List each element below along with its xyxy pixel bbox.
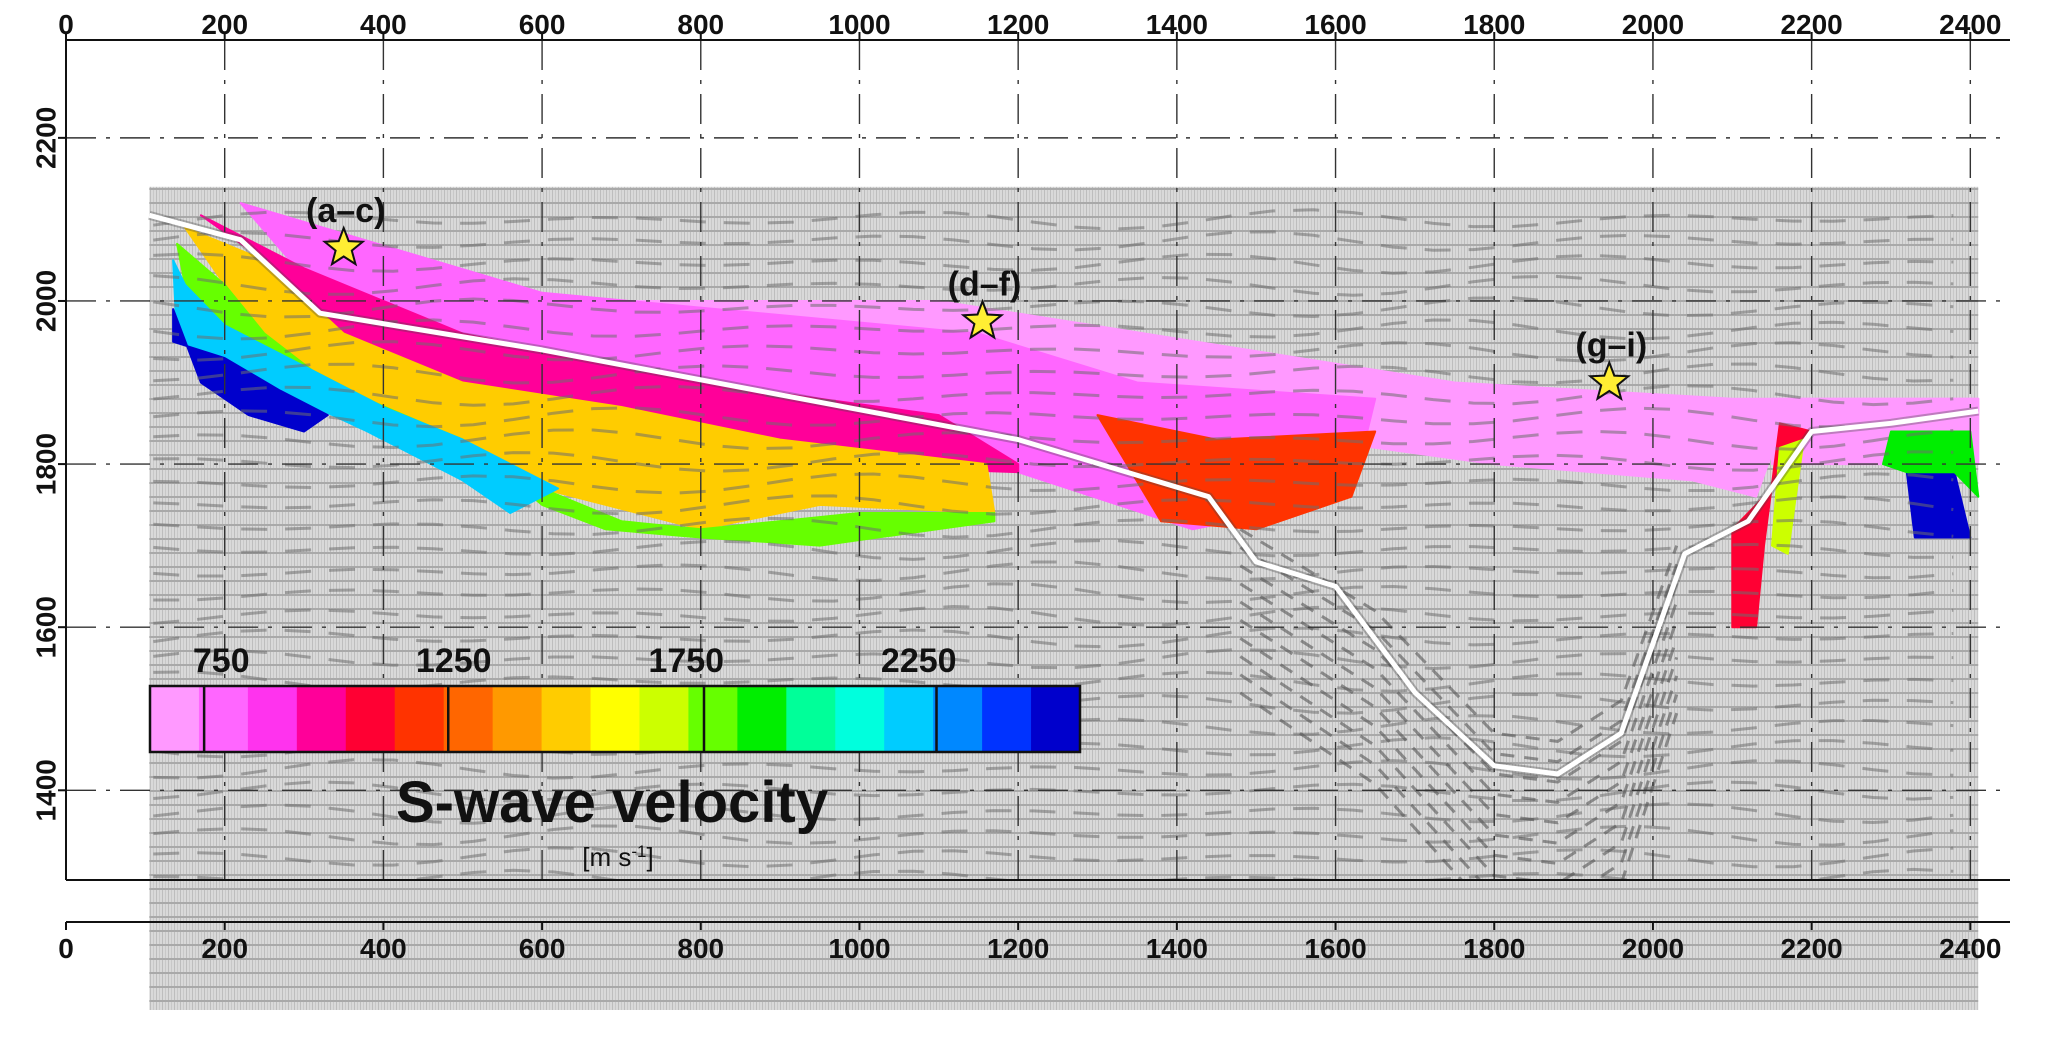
x-top-tick-label: 1400 bbox=[1146, 9, 1208, 40]
x-bottom-tick-label: 400 bbox=[360, 933, 407, 964]
site-star-icon bbox=[960, 298, 1005, 340]
reflector-line bbox=[153, 560, 1954, 583]
basin-reflector-line bbox=[1239, 528, 1679, 743]
colorbar-swatch bbox=[884, 686, 934, 752]
colorbar-swatch bbox=[394, 686, 445, 752]
axes: 0 0 200 200 400 400 600 600 800 800 1000 1000 1200 12… bbox=[30, 9, 2010, 964]
x-bottom-tick-label: 2200 bbox=[1780, 933, 1842, 964]
y-tick-label: 2200 bbox=[30, 107, 61, 169]
surface-line bbox=[148, 210, 1979, 779]
x-top-tick-label: 1800 bbox=[1463, 9, 1525, 40]
x-bottom-tick-label: 200 bbox=[201, 933, 248, 964]
reflector-line bbox=[153, 1025, 1953, 1035]
colorbar-swatch bbox=[933, 686, 983, 752]
x-top-tick-label: 0 bbox=[58, 9, 74, 40]
x-bottom-tick-label: 1000 bbox=[828, 933, 890, 964]
basin-reflector-line bbox=[1239, 691, 1679, 880]
x-top-tick-label: 600 bbox=[519, 9, 566, 40]
x-top-tick-label: 800 bbox=[677, 9, 724, 40]
colorbar-swatch bbox=[982, 686, 1032, 752]
colorbar-frame bbox=[148, 684, 1082, 754]
colorbar-swatch bbox=[1031, 686, 1081, 752]
site-label: (d–f) bbox=[948, 265, 1022, 303]
x-bottom-tick-label: 2400 bbox=[1939, 933, 2001, 964]
site-markers: (a–c) (d–f) (g–i) bbox=[306, 192, 1647, 401]
reflector-line bbox=[153, 824, 1954, 847]
colorbar-swatch bbox=[541, 686, 592, 752]
colorbar-swatch bbox=[688, 686, 738, 752]
colorbar-swatch bbox=[737, 686, 787, 752]
site-label: (g–i) bbox=[1575, 327, 1647, 365]
colorbar-tick-label: 1750 bbox=[648, 642, 724, 680]
colorbar-swatch bbox=[198, 686, 249, 752]
x-bottom-tick-label: 600 bbox=[519, 933, 566, 964]
colorbar-swatch bbox=[150, 686, 200, 752]
x-bottom-tick-label: 1400 bbox=[1146, 933, 1208, 964]
reflector-line bbox=[153, 758, 1954, 781]
x-top-tick-label: 400 bbox=[360, 9, 407, 40]
surface-line bbox=[148, 212, 1979, 777]
reflector-line bbox=[153, 274, 1954, 297]
colorbar-swatch bbox=[639, 686, 690, 752]
colorbar-swatch bbox=[492, 686, 543, 752]
colorbar-swatch bbox=[345, 686, 396, 752]
x-bottom-tick-label: 1200 bbox=[987, 933, 1049, 964]
colorbar-tick-label: 2250 bbox=[881, 642, 957, 680]
y-tick-label: 1800 bbox=[30, 433, 61, 495]
y-tick-label: 1600 bbox=[30, 596, 61, 658]
basin-reflector-line bbox=[1239, 582, 1679, 804]
x-top-tick-label: 2400 bbox=[1939, 9, 2001, 40]
x-bottom-tick-label: 0 bbox=[58, 933, 74, 964]
colorbar-tick-label: 750 bbox=[193, 642, 250, 680]
site-star-icon bbox=[1587, 359, 1631, 401]
reflector-line bbox=[153, 230, 1954, 252]
basin-reflector-line bbox=[1239, 600, 1679, 825]
colorbar-swatch bbox=[443, 686, 494, 752]
x-top-tick-label: 1600 bbox=[1304, 9, 1366, 40]
colorbar-tick-label: 1250 bbox=[416, 642, 492, 680]
grid-lines bbox=[66, 40, 2010, 880]
x-top-tick-label: 2200 bbox=[1780, 9, 1842, 40]
y-tick-label: 1400 bbox=[30, 759, 61, 821]
colorbar-swatch bbox=[296, 686, 347, 752]
reflector-line bbox=[153, 340, 1954, 363]
colorbar-swatch bbox=[786, 686, 836, 752]
site-star-icon bbox=[322, 225, 366, 267]
x-bottom-tick-label: 1600 bbox=[1304, 933, 1366, 964]
reflector-line bbox=[153, 406, 1954, 429]
x-top-tick-label: 1000 bbox=[828, 9, 890, 40]
velocity-zones bbox=[172, 202, 1980, 629]
reflector-line bbox=[153, 494, 1954, 516]
site-label: (a–c) bbox=[306, 192, 385, 230]
x-bottom-tick-label: 1800 bbox=[1463, 933, 1525, 964]
x-bottom-tick-label: 800 bbox=[677, 933, 724, 964]
x-top-tick-label: 1200 bbox=[987, 9, 1049, 40]
colorbar: 750 1250 1750 2250 S-wave velocity [m s-1] bbox=[148, 642, 1082, 872]
colorbar-unit: [m s-1] bbox=[582, 842, 653, 872]
colorbar-swatch bbox=[590, 686, 641, 752]
basin-reflector-line bbox=[1239, 637, 1679, 866]
colorbar-title: S-wave velocity bbox=[396, 770, 828, 835]
colorbar-swatch bbox=[835, 686, 885, 752]
colorbar-swatch bbox=[247, 686, 298, 752]
basin-reflector-line bbox=[1239, 546, 1679, 764]
x-top-tick-label: 200 bbox=[201, 9, 248, 40]
x-top-tick-label: 2000 bbox=[1622, 9, 1684, 40]
x-bottom-tick-label: 2000 bbox=[1622, 933, 1684, 964]
basin-reflector-line bbox=[1239, 564, 1679, 784]
y-tick-label: 2000 bbox=[30, 270, 61, 332]
basin-reflector-line bbox=[1239, 618, 1679, 845]
basin-reflector-line bbox=[1239, 673, 1679, 880]
